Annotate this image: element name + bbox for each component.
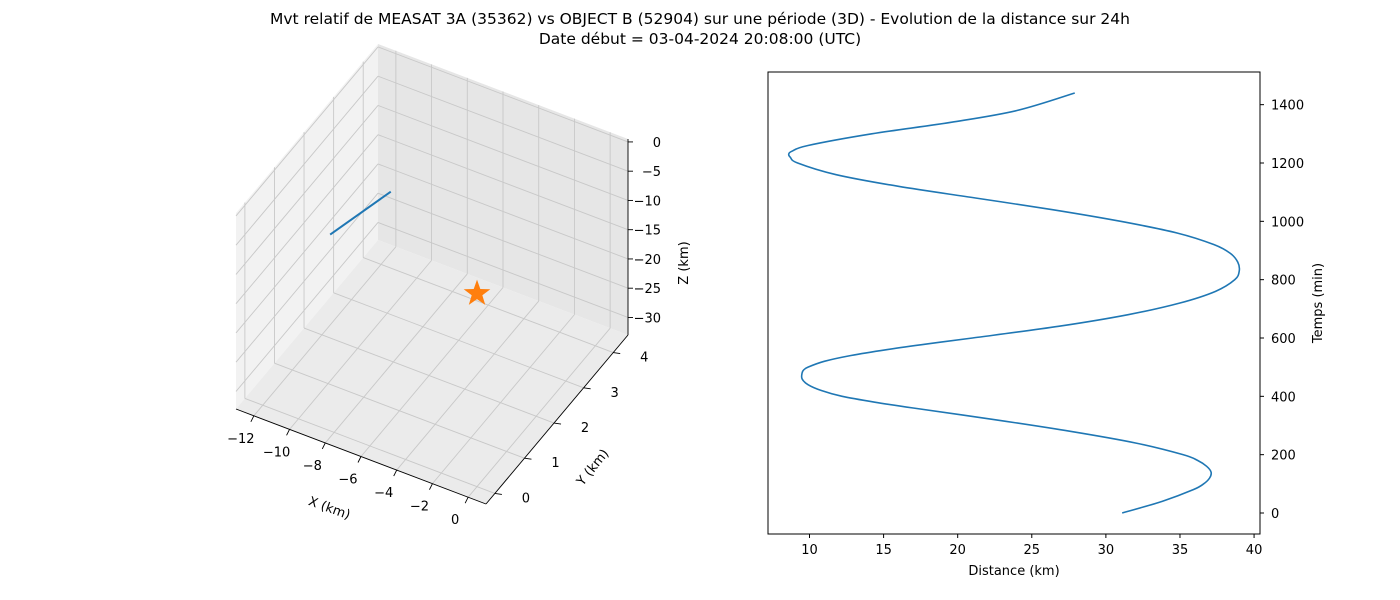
grid-line bbox=[324, 273, 468, 444]
y-tick-label: 1400 bbox=[1271, 99, 1304, 114]
grid-line bbox=[467, 327, 611, 498]
grid-line bbox=[274, 362, 525, 459]
y-tick bbox=[494, 492, 502, 495]
x-tick bbox=[250, 415, 255, 422]
grid-line bbox=[235, 105, 379, 275]
grid-line bbox=[235, 163, 379, 334]
grid-line bbox=[377, 46, 629, 143]
y-axis-label: Temps (min) bbox=[1311, 263, 1326, 344]
reference-star-marker bbox=[463, 279, 491, 305]
z-tick-label: −10 bbox=[634, 194, 661, 209]
grid-line bbox=[235, 46, 379, 217]
trajectory-line-3d bbox=[329, 190, 392, 236]
figure-title: Mvt relatif de MEASAT 3A (35362) vs OBJE… bbox=[270, 10, 1130, 28]
x-tick-label: −8 bbox=[303, 459, 322, 474]
x-tick-label: 35 bbox=[1172, 543, 1189, 558]
y-axis-line bbox=[485, 334, 629, 505]
x-tick bbox=[321, 442, 326, 450]
y-tick-label: 600 bbox=[1271, 332, 1296, 347]
grid-line bbox=[360, 287, 504, 457]
grid-line bbox=[377, 75, 629, 172]
x-tick-label: −6 bbox=[338, 473, 357, 488]
y-tick-label: 1 bbox=[551, 456, 559, 471]
y-tick-label: 3 bbox=[610, 386, 618, 401]
figure-subtitle: Date début = 03-04-2024 20:08:00 (UTC) bbox=[538, 30, 862, 48]
z-tick-label: −5 bbox=[642, 165, 661, 180]
grid-line bbox=[377, 163, 629, 260]
x-tick-label: 10 bbox=[801, 543, 818, 558]
grid-line bbox=[377, 192, 629, 289]
x-tick-label: 15 bbox=[875, 543, 892, 558]
x-tick-label: 30 bbox=[1098, 543, 1115, 558]
z-tick-label: 0 bbox=[653, 136, 661, 151]
distance-series-line bbox=[787, 92, 1241, 514]
grid-line bbox=[235, 75, 379, 246]
y-axis-label: Y (km) bbox=[573, 447, 612, 490]
grid-line bbox=[377, 105, 629, 201]
grid-line bbox=[377, 134, 629, 231]
x-tick bbox=[286, 429, 290, 436]
grid-line bbox=[235, 222, 379, 392]
grid-line bbox=[363, 257, 614, 354]
x-tick bbox=[464, 497, 469, 504]
y-tick-label: 0 bbox=[522, 491, 530, 506]
y-tick-label: 2 bbox=[581, 421, 589, 436]
pane-x bbox=[236, 44, 378, 409]
x-axis-label: Distance (km) bbox=[968, 564, 1059, 579]
x-tick-label: 20 bbox=[949, 543, 966, 558]
grid-line bbox=[235, 134, 379, 304]
chart-2d-axes: 10 15 20 25 30 35 400200400600800100012001400D… bbox=[767, 71, 1326, 579]
y-tick bbox=[553, 422, 562, 425]
grid-line bbox=[235, 192, 379, 363]
y-tick-label: 1200 bbox=[1271, 157, 1304, 172]
z-tick-label: −30 bbox=[634, 311, 661, 326]
y-tick-label: 0 bbox=[1271, 507, 1279, 522]
grid-line bbox=[289, 260, 432, 430]
x-axis-label: X (km) bbox=[306, 494, 352, 523]
chart-3d-axes: −12−10−8−6−4−20012340−5−10−15−20−25−30X … bbox=[227, 44, 692, 528]
grid-line bbox=[303, 327, 555, 424]
y-tick-label: 4 bbox=[640, 351, 648, 366]
x-tick bbox=[357, 456, 362, 463]
z-tick-label: −20 bbox=[634, 253, 661, 268]
y-tick bbox=[583, 387, 591, 390]
x-tick-label: −2 bbox=[410, 500, 429, 515]
grid-line bbox=[396, 300, 540, 471]
x-tick bbox=[429, 483, 433, 490]
x-tick-label: −10 bbox=[263, 445, 290, 460]
z-tick-label: −25 bbox=[634, 282, 661, 297]
grid-line bbox=[244, 398, 496, 494]
x-tick-label: 40 bbox=[1246, 543, 1263, 558]
z-tick-label: −15 bbox=[634, 224, 661, 239]
x-tick-label: 25 bbox=[1024, 543, 1041, 558]
y-tick-label: 400 bbox=[1271, 390, 1296, 405]
y-tick-label: 800 bbox=[1271, 274, 1296, 289]
x-tick-label: −12 bbox=[227, 432, 254, 447]
grid-line bbox=[432, 314, 575, 484]
y-tick-label: 200 bbox=[1271, 449, 1296, 464]
y-tick bbox=[613, 352, 621, 355]
x-tick-label: −4 bbox=[374, 486, 393, 501]
plot-frame bbox=[767, 71, 1261, 535]
grid-line bbox=[377, 222, 629, 318]
x-tick-label: 0 bbox=[451, 513, 459, 528]
grid-line bbox=[253, 246, 397, 417]
grid-line bbox=[333, 292, 584, 389]
y-tick bbox=[524, 457, 532, 460]
z-axis-label: Z (km) bbox=[677, 241, 692, 284]
y-tick-label: 1000 bbox=[1271, 215, 1304, 230]
x-tick bbox=[393, 469, 398, 477]
